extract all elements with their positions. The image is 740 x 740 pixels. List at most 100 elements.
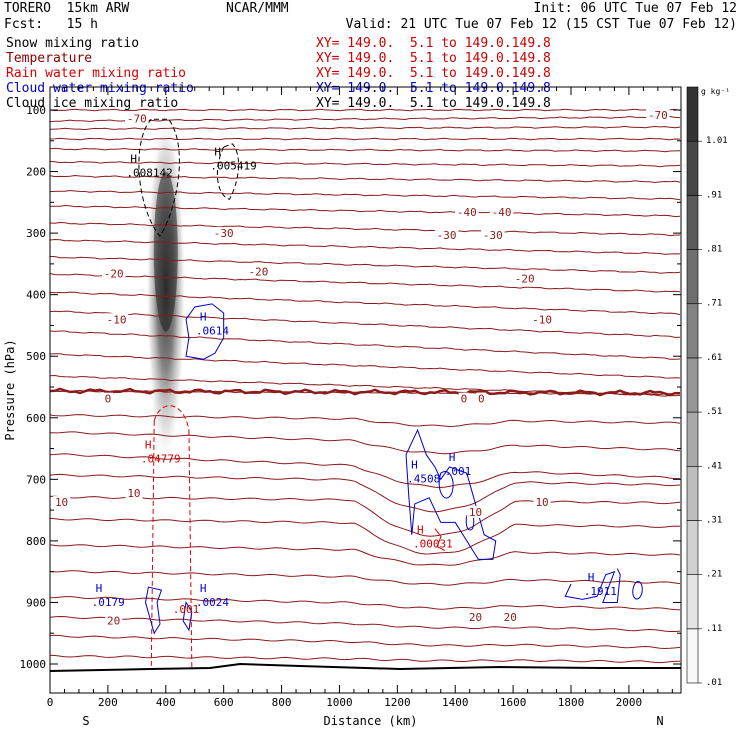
isotherm-label: 0 [478, 393, 485, 406]
terrain-surface-line [50, 662, 681, 672]
rain-water-contour [434, 528, 446, 552]
isotherm-label-bg [489, 206, 514, 219]
maximum-value-label: .4508 [407, 472, 440, 485]
isotherm-line [50, 221, 681, 237]
cloud-water-contour [564, 568, 621, 603]
colorbar-label: 1.01 [706, 136, 728, 146]
isotherm-label: -30 [214, 227, 234, 240]
field-name-cloud-ice: Cloud ice mixing ratio [6, 96, 179, 111]
isotherm-line [50, 108, 681, 112]
colorbar-segment [686, 303, 699, 359]
isotherm-line [50, 310, 681, 338]
colorbar-label: .21 [706, 570, 722, 580]
maximum-marker: H [417, 524, 424, 537]
isotherm-line [50, 414, 681, 428]
colorbar-label: .51 [706, 407, 722, 417]
isotherm-label: -40 [457, 206, 477, 219]
x-tick-label: 1000 [326, 696, 353, 709]
isotherm-line [50, 517, 681, 555]
isotherm-label-bg [466, 611, 484, 624]
isotherm-label: 10 [535, 496, 548, 509]
isotherm-label-bg [512, 272, 537, 285]
maximum-value-label: .1911 [584, 585, 617, 598]
isotherm-label-bg [125, 112, 149, 125]
isotherm-label: 0 [461, 393, 468, 406]
isotherm-label-bg [125, 486, 143, 499]
isotherm-line [50, 291, 681, 316]
maximum-value-label: .04779 [141, 453, 181, 466]
maximum-marker: H [411, 458, 418, 471]
maximum-marker: H [214, 146, 221, 159]
field-name-temperature: Temperature [6, 51, 93, 66]
x-tick-label: 600 [214, 696, 234, 709]
maximum-value-label: .001 [173, 603, 200, 616]
field-name-cloud-water: Cloud water mixing ratio [6, 81, 194, 96]
colorbar-label: .01 [706, 678, 722, 688]
maximum-marker: H [449, 451, 456, 464]
isotherm-line [50, 431, 681, 455]
isotherm-line [50, 273, 681, 293]
isotherm-label-bg [455, 206, 479, 219]
maximum-marker: H [145, 439, 152, 452]
x-tick-label: 1600 [500, 696, 527, 709]
isotherm-label-bg [533, 496, 551, 509]
isotherm-line [50, 204, 681, 218]
isotherm-label: -40 [492, 206, 512, 219]
org-label: NCAR/MMM [226, 1, 289, 16]
isotherm-label-bg [476, 392, 487, 405]
isotherm-label: 20 [504, 611, 517, 624]
x-tick-label: 2000 [616, 696, 643, 709]
cloud-water-contour [145, 586, 163, 635]
field-name-rain: Rain water mixing ratio [6, 66, 187, 81]
isotherm-label: -30 [437, 229, 457, 242]
y-tick-label: 200 [26, 166, 46, 179]
isotherm-line [50, 544, 681, 566]
isotherm-line [50, 160, 681, 168]
valid-time: Valid: 21 UTC Tue 07 Feb 12 (15 CST Tue … [345, 17, 737, 32]
isotherm-label: 20 [107, 614, 120, 627]
x-tick-label: 200 [98, 696, 118, 709]
isotherm-line [50, 570, 681, 586]
isotherm-label-bg [466, 505, 484, 518]
colorbar-label: .11 [706, 624, 722, 634]
isotherm-label: 10 [469, 506, 482, 519]
isotherm-line [50, 238, 681, 255]
isotherm-line [50, 115, 681, 123]
isotherm-label: -20 [104, 268, 124, 281]
field-xy-snow: XY= 149.0. 5.1 to 149.0.149.8 [316, 36, 551, 51]
isotherm-line [50, 596, 681, 611]
isotherm-label-bg [102, 392, 114, 405]
colorbar-segment [686, 628, 699, 684]
maximum-value-label: .005419 [210, 160, 256, 173]
field-xy-cloud-water: XY= 149.0. 5.1 to 149.0.149.8 [316, 81, 551, 96]
isotherm-line [50, 137, 681, 141]
isotherm-label-bg [246, 265, 271, 278]
isotherm-line [50, 353, 681, 379]
isotherm-line [50, 495, 681, 537]
snow-shading-core [153, 171, 178, 332]
init-time: Init: 06 UTC Tue 07 Feb 12 [533, 1, 738, 16]
isotherm-label: -70 [127, 113, 147, 126]
isotherm-label: 20 [469, 611, 482, 624]
isotherm-label: -20 [248, 265, 268, 278]
rain-water-contour [150, 405, 193, 668]
field-xy-temperature: XY= 149.0. 5.1 to 149.0.149.8 [316, 51, 551, 66]
isotherm-freezing-level [50, 387, 681, 397]
isotherm-line [50, 453, 680, 489]
cloud-water-contour [182, 601, 193, 632]
isotherm-label: -20 [515, 273, 535, 286]
colorbar-segment [686, 140, 699, 196]
colorbar-segment [686, 465, 699, 521]
isotherm-line [50, 615, 681, 632]
isotherm-line [50, 473, 681, 513]
plot-frame [49, 86, 682, 694]
maximum-marker: H [200, 311, 207, 324]
isotherm-label-bg [481, 228, 505, 241]
cloud-water-contour [185, 303, 225, 360]
isotherm-line [50, 256, 681, 274]
model-title: TORERO 15km ARW [4, 1, 130, 16]
cloud-ice-contour [138, 118, 180, 238]
x-tick-label: 0 [47, 696, 54, 709]
colorbar-segment [686, 411, 699, 467]
